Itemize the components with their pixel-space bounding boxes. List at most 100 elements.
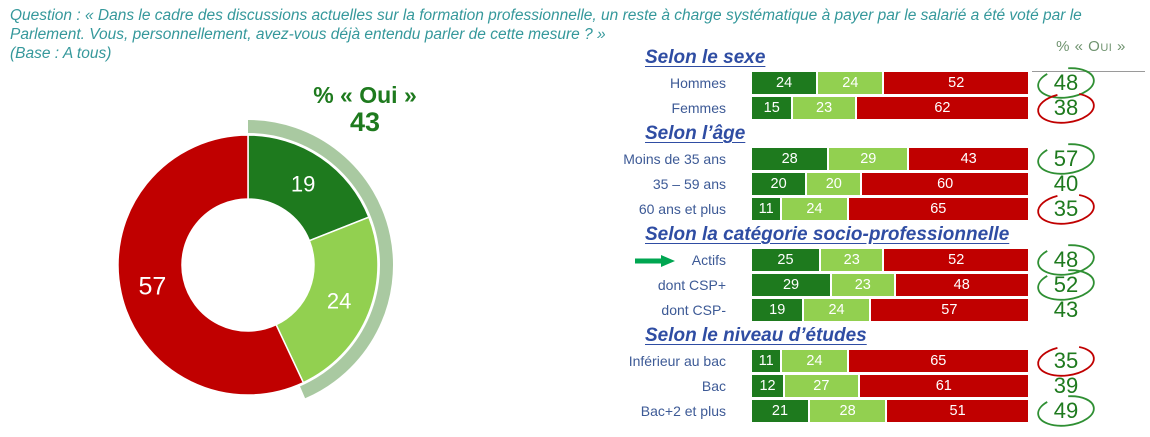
oui-circle-icon	[1037, 395, 1095, 427]
bar-segment-light-green: 24	[804, 299, 871, 321]
bar-segment-light-green: 27	[785, 375, 860, 397]
bar-segment-dark-green: 20	[752, 173, 808, 195]
donut-segment	[247, 134, 370, 242]
row-label: Bac+2 et plus	[640, 403, 726, 419]
stacked-bar: 25 23 52	[752, 249, 1028, 271]
bar-segment-red: 52	[884, 249, 1028, 271]
bar-segment-red: 65	[848, 198, 1028, 220]
bar-segment-red: 48	[895, 274, 1028, 296]
oui-value: 48	[1053, 247, 1079, 272]
stacked-bar: 28 29 43	[752, 148, 1028, 170]
bar-segment-light-green: 29	[829, 148, 910, 170]
oui-value-cell: 35	[1028, 345, 1104, 377]
breakdown-panel: Selon le sexe Hommes 24 24 52 48 Femmes 15 23 62 3…	[590, 44, 1150, 427]
oui-value-cell: 49	[1028, 395, 1104, 427]
bar-segment-light-green: 23	[832, 274, 896, 296]
oui-value-cell: 35	[1028, 193, 1104, 225]
bar-segment-light-green: 24	[782, 350, 849, 372]
stacked-bar: 24 24 52	[752, 72, 1028, 94]
bar-segment-red: 43	[909, 148, 1028, 170]
bar-segment-dark-green: 29	[752, 274, 833, 296]
oui-circle-icon	[1037, 269, 1095, 301]
breakdown-row: dont CSP+ 29 23 48 52	[590, 269, 1150, 301]
bar-segment-red: 61	[859, 375, 1028, 397]
bar-segment-dark-green: 19	[752, 299, 805, 321]
breakdown-row: Moins de 35 ans 28 29 43 57	[590, 143, 1150, 175]
breakdown-row: Femmes 15 23 62 38	[590, 92, 1150, 124]
stacked-bar: 11 24 65	[752, 198, 1028, 220]
oui-value: 35	[1053, 348, 1079, 373]
bar-segment-dark-green: 11	[752, 350, 783, 372]
oui-value-cell: 40	[1028, 173, 1104, 195]
row-label: Moins de 35 ans	[623, 151, 726, 167]
bar-segment-light-green: 23	[793, 97, 857, 119]
section-title: Selon le niveau d’études	[645, 325, 867, 346]
stacked-bar: 12 27 61	[752, 375, 1028, 397]
oui-circle-icon	[1037, 92, 1095, 124]
row-label: Bac	[701, 378, 726, 394]
oui-value-cell: 39	[1028, 375, 1104, 397]
bar-segment-dark-green: 12	[752, 375, 786, 397]
stacked-bar: 29 23 48	[752, 274, 1028, 296]
breakdown-row: Inférieur au bac 11 24 65 35	[590, 345, 1150, 377]
bar-segment-red: 65	[848, 350, 1028, 372]
stacked-bar: 15 23 62	[752, 97, 1028, 119]
donut-segment	[117, 134, 305, 396]
breakdown-row: Hommes 24 24 52 48	[590, 67, 1150, 99]
bar-segment-dark-green: 24	[752, 72, 819, 94]
actifs-arrow-icon	[635, 254, 675, 272]
oui-value-cell: 43	[1028, 299, 1104, 321]
question-line: Question : « Dans le cadre des discussio…	[10, 7, 1082, 24]
breakdown-sections: Selon le sexe Hommes 24 24 52 48 Femmes 15 23 62 3…	[590, 46, 1150, 427]
row-label: 60 ans et plus	[638, 201, 726, 217]
oui-value: 48	[1053, 70, 1079, 95]
oui-circle-icon	[1037, 244, 1095, 276]
oui-circle-icon	[1037, 143, 1095, 175]
bar-segment-dark-green: 21	[752, 400, 810, 422]
oui-circle-icon	[1037, 345, 1095, 377]
bar-segment-dark-green: 15	[752, 97, 794, 119]
donut-segment	[275, 216, 379, 384]
question-line: (Base : A tous)	[10, 45, 112, 62]
bar-segment-red: 51	[887, 400, 1028, 422]
row-label: Hommes	[669, 75, 726, 91]
oui-value-cell: 48	[1028, 67, 1104, 99]
oui-value: 52	[1053, 272, 1079, 297]
oui-circle-icon	[1037, 67, 1095, 99]
breakdown-row: dont CSP- 19 24 57 43	[590, 299, 1150, 321]
donut-highlight-arc	[247, 120, 393, 399]
bar-segment-dark-green: 11	[752, 198, 783, 220]
donut-chart: 19 24 57	[117, 120, 393, 399]
oui-value: 40	[1053, 171, 1079, 196]
donut-segment-label: 19	[291, 171, 315, 196]
row-label: dont CSP+	[657, 277, 726, 293]
donut-total-value: 43	[349, 107, 381, 137]
breakdown-row: Bac+2 et plus 21 28 51 49	[590, 395, 1150, 427]
bar-segment-light-green: 23	[821, 249, 885, 271]
stacked-bar: 21 28 51	[752, 400, 1028, 422]
oui-column-header: % « Oui »	[1056, 38, 1126, 55]
section-title: Selon le sexe	[645, 47, 766, 68]
breakdown-row: 60 ans et plus 11 24 65 35	[590, 193, 1150, 225]
bar-segment-red: 52	[884, 72, 1028, 94]
bar-segment-red: 62	[856, 97, 1028, 119]
row-label: Actifs	[691, 252, 726, 268]
breakdown-row: Bac 12 27 61 39	[590, 375, 1150, 397]
question-line: Parlement. Vous, personnellement, avez-v…	[10, 26, 606, 43]
oui-value: 35	[1053, 196, 1079, 221]
oui-value-cell: 57	[1028, 143, 1104, 175]
bar-segment-light-green: 28	[809, 400, 888, 422]
bar-segment-light-green: 20	[807, 173, 863, 195]
bar-segment-dark-green: 28	[752, 148, 830, 170]
stacked-bar: 20 20 60	[752, 173, 1028, 195]
bar-segment-red: 57	[870, 299, 1028, 321]
donut-title: % « Oui »	[313, 82, 417, 108]
row-label: 35 – 59 ans	[652, 176, 726, 192]
oui-value: 38	[1053, 95, 1079, 120]
bar-segment-red: 60	[862, 173, 1028, 195]
oui-value: 57	[1053, 146, 1079, 171]
oui-value: 39	[1053, 373, 1079, 398]
oui-value: 49	[1053, 398, 1079, 423]
bar-segment-dark-green: 25	[752, 249, 821, 271]
